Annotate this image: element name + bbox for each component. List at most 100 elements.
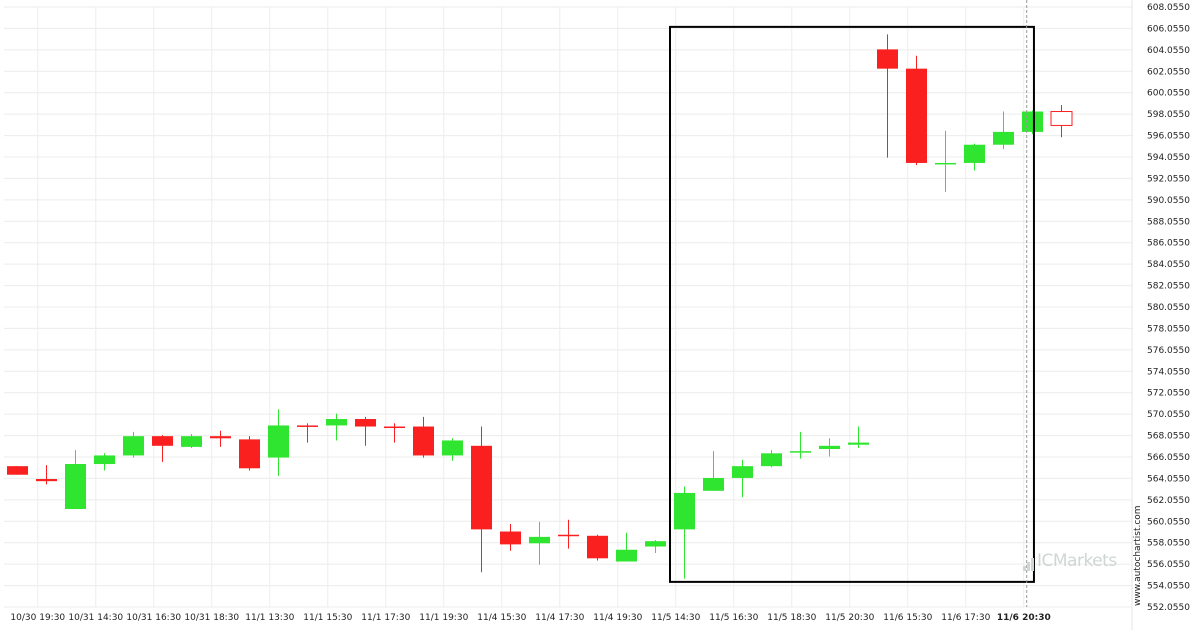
y-tick-label: 598.0550 [1147,110,1190,120]
candle-body [1050,111,1073,126]
candle-body [268,425,289,458]
candle [906,55,927,166]
candle [1050,105,1073,138]
candle [558,519,579,549]
candle-body [1022,111,1043,132]
candle [790,431,811,459]
candle-body [239,439,260,469]
candle-body [529,536,550,544]
candle-body [36,479,57,482]
candle-body [500,531,521,545]
watermark: ICMarkets [1023,551,1117,571]
candle [1022,110,1043,135]
candle-body [935,162,956,165]
y-tick-label: 566.0550 [1147,453,1190,463]
candle [645,540,666,553]
y-tick-label: 576.0550 [1147,346,1190,356]
y-tick-label: 584.0550 [1147,260,1190,270]
y-tick-label: 582.0550 [1147,282,1190,292]
candle [819,438,840,457]
candle-body [152,436,173,446]
candle [500,524,521,551]
y-tick-label: 608.0550 [1147,3,1190,13]
candle [703,451,724,491]
y-tick-label: 588.0550 [1147,217,1190,227]
candle [877,34,898,158]
candle-body [877,49,898,69]
x-tick-label: 10/30 19:30 [10,613,65,623]
candle-body [964,144,985,163]
x-tick-label: 10/31 16:30 [126,613,181,623]
x-tick-label: 11/5 18:30 [767,613,816,623]
x-tick-label: 11/4 17:30 [535,613,584,623]
x-axis: 10/30 19:30 10/31 14:30 10/31 16:30 10/31 1… [10,613,1050,623]
overlay [669,0,1035,607]
candle [36,465,57,485]
candle [935,130,956,192]
candle [964,143,985,171]
x-tick-label: 11/6 15:30 [883,613,932,623]
candle-body [442,440,463,456]
y-tick-label: 590.0550 [1147,196,1190,206]
candle [210,430,231,447]
x-tick-label: 11/1 13:30 [245,613,294,623]
candle-body [587,535,608,559]
x-tick-label: 10/31 14:30 [68,613,123,623]
candles [7,34,1073,579]
candle [587,534,608,561]
candle [442,438,463,461]
candle-body [94,455,115,465]
y-tick-label: 586.0550 [1147,239,1190,249]
candle-body [732,466,753,478]
candle-body [993,131,1014,145]
candle [152,435,173,462]
y-tick-label: 600.0550 [1147,89,1190,99]
candle [355,416,376,446]
candle-body [210,436,231,439]
y-tick-label: 564.0550 [1147,474,1190,484]
candle [239,436,260,471]
candle-body [297,425,318,427]
candle [761,450,782,468]
y-tick-label: 592.0550 [1147,174,1190,184]
y-tick-label: 570.0550 [1147,410,1190,420]
y-tick-label: 602.0550 [1147,67,1190,77]
candle-body [7,466,28,475]
candle-body [761,453,782,467]
candle-body [703,477,724,491]
x-tick-label: 11/5 20:30 [825,613,874,623]
y-tick-label: 560.0550 [1147,517,1190,527]
y-tick-label: 578.0550 [1147,324,1190,334]
y-tick-label: 552.0550 [1147,603,1190,613]
x-tick-label: 11/4 15:30 [477,613,526,623]
candle [7,466,28,475]
candle-body [471,445,492,530]
x-tick-label: 11/5 16:30 [709,613,758,623]
y-axis: 608.0550 606.0550 604.0550 602.0550 600.0550… [1147,3,1190,613]
candle [123,431,144,458]
x-tick-label: 11/1 15:30 [303,613,352,623]
x-tick-label: 11/1 17:30 [361,613,410,623]
candle [65,450,86,510]
candle [732,459,753,498]
candle [181,434,202,448]
y-tick-label: 574.0550 [1147,367,1190,377]
pattern-box [669,25,1035,583]
candle [848,426,869,448]
y-tick-label: 572.0550 [1147,389,1190,399]
y-tick-label: 606.0550 [1147,24,1190,34]
x-tick-label: 10/31 18:30 [184,613,239,623]
candle-body [674,492,695,530]
x-tick-label: 11/5 14:30 [651,613,700,623]
candle-body [906,68,927,163]
candle-body [384,426,405,429]
y-tick-label: 596.0550 [1147,132,1190,142]
candle-body [790,451,811,453]
candle-body [558,534,579,537]
candle [616,532,637,562]
candle-body [181,436,202,447]
y-tick-label: 568.0550 [1147,432,1190,442]
x-tick-label: 11/4 19:30 [593,613,642,623]
candle [993,111,1014,150]
